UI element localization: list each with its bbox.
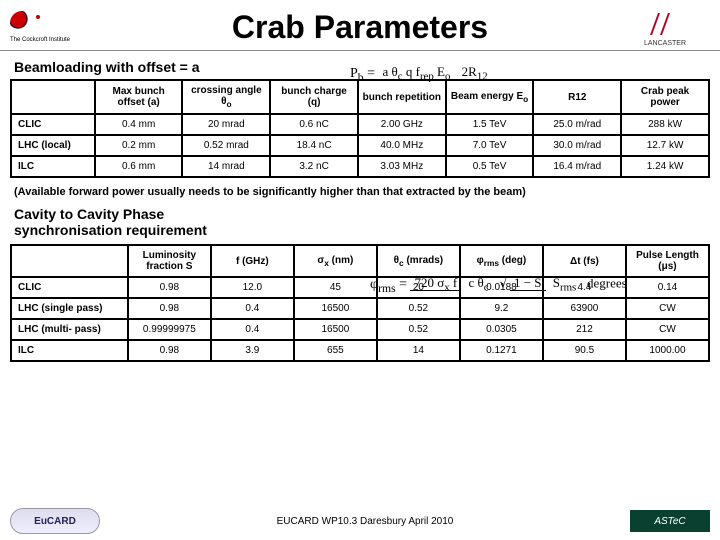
page-title: Crab Parameters [100, 9, 620, 46]
t1-r2-c3: 3.2 nC [270, 156, 358, 177]
section2-label: Cavity to Cavity Phase synchronisation r… [14, 206, 720, 238]
t1-h1: Max bunch offset (a) [95, 80, 183, 114]
t1-r1-c6: 30.0 m/rad [533, 135, 621, 156]
note-text: (Available forward power usually needs t… [14, 186, 706, 198]
t2-h2: f (GHz) [211, 245, 294, 277]
t1-h0 [11, 80, 95, 114]
t2-h1: Luminosity fraction S [128, 245, 211, 277]
t2-r3-c2: 3.9 [211, 340, 294, 361]
t1-r0-c2: 20 mrad [182, 114, 270, 135]
table-row: ILC 0.6 mm 14 mrad 3.2 nC 3.03 MHz 0.5 T… [11, 156, 709, 177]
phase-sync-table: Luminosity fraction S f (GHz) σx (nm) θc… [10, 244, 710, 362]
t2-r3-c6: 90.5 [543, 340, 626, 361]
footer: EuCARD EUCARD WP10.3 Daresbury April 201… [0, 508, 720, 534]
table1-wrap: Max bunch offset (a) crossing angle θo b… [0, 79, 720, 178]
t1-r1-c2: 0.52 mrad [182, 135, 270, 156]
t1-r2-c4: 3.03 MHz [358, 156, 446, 177]
t2-r1-c0: LHC (single pass) [11, 298, 128, 319]
t1-r2-c0: ILC [11, 156, 95, 177]
t2-r3-c4: 14 [377, 340, 460, 361]
t1-r1-c3: 18.4 nC [270, 135, 358, 156]
t1-h6: R12 [533, 80, 621, 114]
t1-r0-c5: 1.5 TeV [446, 114, 534, 135]
table-header-row: Luminosity fraction S f (GHz) σx (nm) θc… [11, 245, 709, 277]
table-row: LHC (local) 0.2 mm 0.52 mrad 18.4 nC 40.… [11, 135, 709, 156]
cockcroft-logo-text: The Cockcroft Institute [10, 37, 70, 43]
t2-r1-c5: 9.2 [460, 298, 543, 319]
t1-r2-c5: 0.5 TeV [446, 156, 534, 177]
table-row: LHC (single pass) 0.98 0.4 16500 0.52 9.… [11, 298, 709, 319]
t2-r3-c5: 0.1271 [460, 340, 543, 361]
section2-label-line1: Cavity to Cavity Phase [14, 206, 164, 222]
t1-r1-c4: 40.0 MHz [358, 135, 446, 156]
astec-logo: ASTeC [630, 510, 710, 532]
t1-r1-c5: 7.0 TeV [446, 135, 534, 156]
svg-text:LANCASTER: LANCASTER [644, 40, 686, 47]
t2-r2-c1: 0.99999975 [128, 319, 211, 340]
t2-r1-c3: 16500 [294, 298, 377, 319]
t2-r2-c2: 0.4 [211, 319, 294, 340]
t1-r0-c7: 288 kW [621, 114, 709, 135]
t2-r3-c3: 655 [294, 340, 377, 361]
t2-r2-c6: 212 [543, 319, 626, 340]
table-row: ILC 0.98 3.9 655 14 0.1271 90.5 1000.00 [11, 340, 709, 361]
t2-h7: Pulse Length (μs) [626, 245, 709, 277]
t1-r0-c6: 25.0 m/rad [533, 114, 621, 135]
t2-r3-c1: 0.98 [128, 340, 211, 361]
t2-h6: Δt (fs) [543, 245, 626, 277]
t2-r2-c7: CW [626, 319, 709, 340]
t2-r1-c1: 0.98 [128, 298, 211, 319]
t2-r0-c3: 45 [294, 277, 377, 298]
t1-h3: bunch charge (q) [270, 80, 358, 114]
t2-r2-c5: 0.0305 [460, 319, 543, 340]
t1-r0-c1: 0.4 mm [95, 114, 183, 135]
t2-h4: θc (mrads) [377, 245, 460, 277]
t2-r0-c0: CLIC [11, 277, 128, 298]
t1-h4: bunch repetition [358, 80, 446, 114]
t2-r3-c0: ILC [11, 340, 128, 361]
t2-r0-c7: 0.14 [626, 277, 709, 298]
t1-h2: crossing angle θo [182, 80, 270, 114]
t2-r2-c0: LHC (multi- pass) [11, 319, 128, 340]
t1-h5: Beam energy Eo [446, 80, 534, 114]
header: The Cockcroft Institute Crab Parameters … [0, 0, 720, 51]
t2-h5: φrms (deg) [460, 245, 543, 277]
t2-h0 [11, 245, 128, 277]
t1-r0-c3: 0.6 nC [270, 114, 358, 135]
t2-r1-c6: 63900 [543, 298, 626, 319]
t1-r0-c0: CLIC [11, 114, 95, 135]
t1-r2-c2: 14 mrad [182, 156, 270, 177]
t2-r1-c7: CW [626, 298, 709, 319]
section2-label-line2: synchronisation requirement [14, 222, 207, 238]
table-header-row: Max bunch offset (a) crossing angle θo b… [11, 80, 709, 114]
table-row: LHC (multi- pass) 0.99999975 0.4 16500 0… [11, 319, 709, 340]
table2-wrap: Luminosity fraction S f (GHz) σx (nm) θc… [0, 244, 720, 362]
table-row: CLIC 0.4 mm 20 mrad 0.6 nC 2.00 GHz 1.5 … [11, 114, 709, 135]
footer-text: EUCARD WP10.3 Daresbury April 2010 [100, 516, 630, 527]
t1-r2-c6: 16.4 m/rad [533, 156, 621, 177]
formula-phase-sync: φrms = 720 σx f c θc √ 1 − S Srms degree… [370, 275, 627, 294]
t2-r0-c1: 0.98 [128, 277, 211, 298]
t2-r1-c4: 0.52 [377, 298, 460, 319]
t2-r2-c3: 16500 [294, 319, 377, 340]
t2-r0-c2: 12.0 [211, 277, 294, 298]
t2-r2-c4: 0.52 [377, 319, 460, 340]
t1-h7: Crab peak power [621, 80, 709, 114]
t1-r2-c7: 1.24 kW [621, 156, 709, 177]
beamloading-table: Max bunch offset (a) crossing angle θo b… [10, 79, 710, 178]
t1-r2-c1: 0.6 mm [95, 156, 183, 177]
cockcroft-logo: The Cockcroft Institute [10, 6, 100, 48]
t1-r1-c0: LHC (local) [11, 135, 95, 156]
eucard-logo: EuCARD [10, 508, 100, 534]
t1-r0-c4: 2.00 GHz [358, 114, 446, 135]
lancaster-logo: LANCASTER [620, 6, 710, 48]
t1-r1-c1: 0.2 mm [95, 135, 183, 156]
t2-h3: σx (nm) [294, 245, 377, 277]
t1-r1-c7: 12.7 kW [621, 135, 709, 156]
t2-r3-c7: 1000.00 [626, 340, 709, 361]
t2-r1-c2: 0.4 [211, 298, 294, 319]
formula-beamloading: Pb = a θc q frep Eo 2R12 [350, 64, 492, 83]
